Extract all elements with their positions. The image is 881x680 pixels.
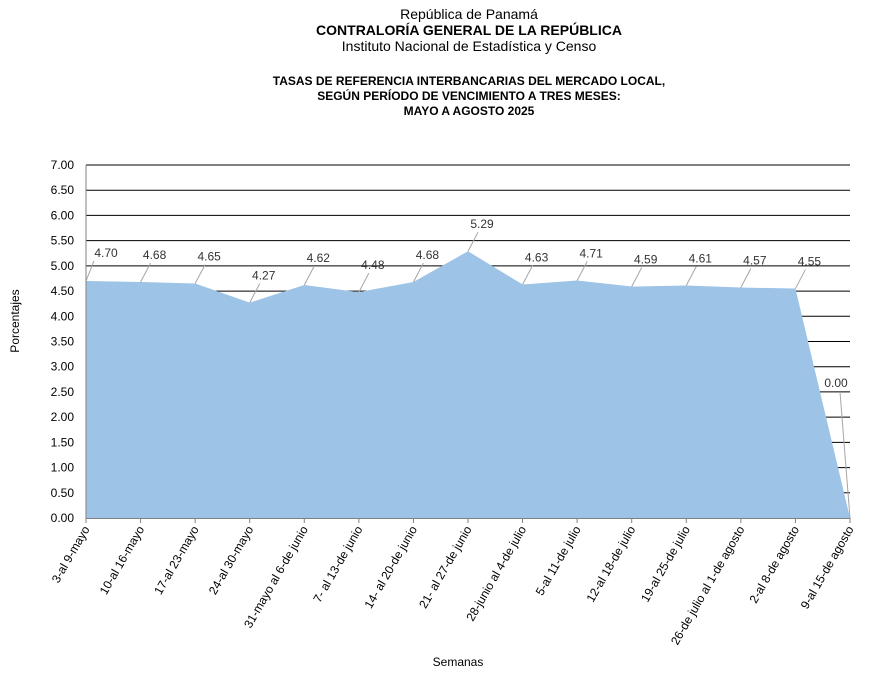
leader-line (303, 265, 315, 286)
data-label: 4.61 (689, 252, 713, 266)
data-label: 0.00 (824, 376, 848, 390)
x-tick-label: 2-al 8-de agosto (747, 523, 803, 605)
y-tick-label: 3.00 (51, 360, 75, 374)
y-tick-label: 6.50 (51, 183, 75, 197)
y-tick-label: 3.50 (51, 335, 75, 349)
leader-line (685, 266, 697, 286)
data-label: 4.57 (743, 254, 767, 268)
chart-title: TASAS DE REFERENCIA INTERBANCARIAS DEL M… (0, 74, 881, 119)
leader-line (85, 260, 95, 282)
leader-line (249, 283, 261, 303)
leader-line (140, 262, 152, 283)
data-label: 4.27 (252, 269, 276, 283)
data-label: 4.62 (307, 251, 331, 265)
data-label: 4.48 (361, 258, 385, 272)
y-tick-label: 2.00 (51, 410, 75, 424)
institute-name: Instituto Nacional de Estadística y Cens… (341, 38, 597, 54)
leader-line (576, 261, 588, 281)
y-tick-label: 5.00 (51, 259, 75, 273)
data-label: 4.55 (798, 255, 822, 269)
report-header: República de Panamá CONTRALORÍA GENERAL … (0, 6, 881, 54)
y-tick-label: 4.00 (51, 309, 75, 323)
x-tick-label: 12-al 18-de julio (583, 523, 638, 604)
x-tick-label: 21- al 27-de junio (416, 523, 475, 611)
chart-title-line-1: TASAS DE REFERENCIA INTERBANCARIAS DEL M… (272, 74, 666, 88)
data-label: 4.65 (197, 250, 221, 264)
data-label: 4.63 (525, 251, 549, 265)
leader-line (794, 269, 806, 289)
data-label: 4.68 (143, 248, 167, 262)
y-tick-label: 0.50 (51, 486, 75, 500)
x-tick-label: 5-al 11-de julio (533, 523, 584, 598)
x-tick-label: 14- al 20-de junio (362, 523, 421, 611)
y-tick-label: 6.00 (51, 208, 75, 222)
y-tick-label: 4.50 (51, 284, 75, 298)
x-tick-labels: 3-al 9-mayo 10-al 16-mayo 17-al 23-mayo 24-… (49, 518, 857, 647)
leader-line (358, 272, 370, 293)
data-label: 4.71 (579, 246, 603, 260)
x-tick-label: 19-al 25-de julio (638, 523, 693, 604)
x-tick-label: 24-al 30-mayo (206, 523, 257, 597)
y-tick-label: 0.00 (51, 511, 75, 525)
leader-line (194, 264, 206, 284)
leader-line (522, 265, 534, 285)
y-tick-label: 1.50 (51, 435, 75, 449)
country-name: República de Panamá (400, 6, 538, 22)
data-label: 4.70 (94, 246, 118, 260)
data-label: 4.68 (416, 248, 440, 262)
institution-name: CONTRALORÍA GENERAL DE LA REPÚBLICA (316, 22, 622, 38)
x-tick-label: 17-al 23-mayo (151, 523, 202, 597)
label-leader-lines (85, 231, 851, 519)
y-tick-label: 7.00 (51, 158, 75, 172)
x-tick-label: 9-al 15-de agosto (798, 523, 857, 611)
y-tick-label: 5.50 (51, 234, 75, 248)
x-tick-label: 10-al 16-mayo (97, 523, 148, 597)
y-tick-labels: 0.00 0.50 1.00 1.50 2.00 2.50 3.00 3.50 4.00 4.50… (51, 158, 75, 525)
x-tick-label: 28-junio al 4-de julio (463, 523, 529, 623)
x-tick-label: 31-mayo al 6-de junio (241, 523, 311, 630)
y-tick-label: 1.00 (51, 461, 75, 475)
x-tick-label: 3-al 9-mayo (49, 523, 93, 585)
chart-title-line-3: MAYO A AGOSTO 2025 (403, 104, 535, 118)
leader-line (467, 231, 479, 252)
x-axis-label: Semanas (433, 655, 484, 669)
data-label: 5.29 (470, 217, 494, 231)
y-tick-label: 2.50 (51, 385, 75, 399)
y-axis-label: Porcentajes (8, 289, 22, 352)
x-tick-label: 7- al 13-de junio (310, 523, 365, 605)
chart-title-line-2: SEGÚN PERÍODO DE VENCIMIENTO A TRES MESE… (317, 89, 621, 103)
area-series (86, 251, 850, 519)
leader-line (631, 267, 643, 287)
data-label: 4.59 (634, 253, 658, 267)
leader-line (839, 391, 851, 519)
leader-line (740, 268, 752, 288)
data-labels: 4.70 4.68 4.65 4.27 4.62 4.48 4.68 5.29 4.63 4.71… (94, 217, 848, 390)
leader-line (412, 262, 424, 283)
